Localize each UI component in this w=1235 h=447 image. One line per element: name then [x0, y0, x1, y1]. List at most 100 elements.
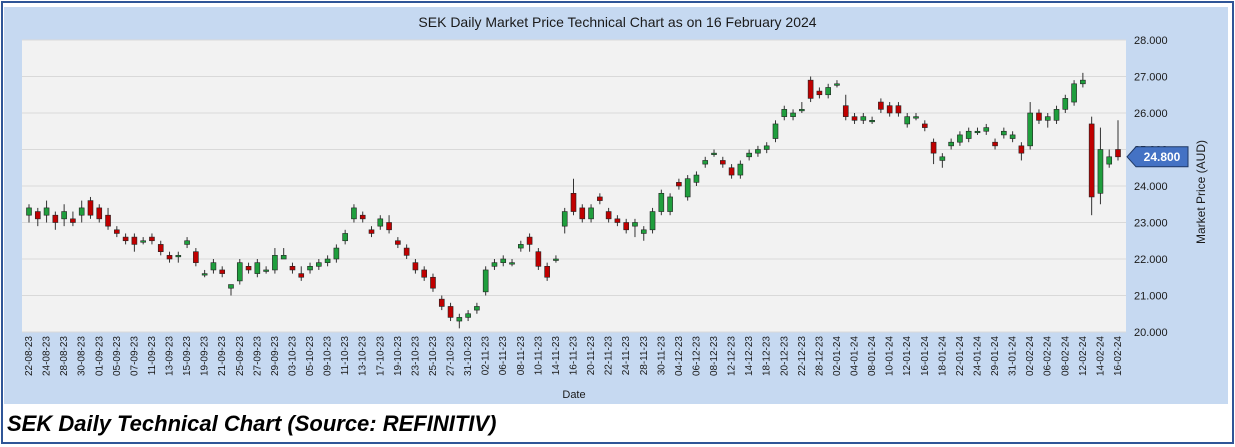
candle-body [140, 240, 146, 243]
y-tick-label: 28.000 [1134, 35, 1168, 47]
candle-body [807, 79, 814, 99]
candle-body [869, 120, 875, 123]
x-tick-label: 08-12-23 [709, 336, 720, 376]
x-tick-label: 05-10-23 [305, 336, 316, 376]
candle-body [105, 214, 111, 227]
candle-body [913, 116, 919, 119]
x-tick-label: 04-12-23 [674, 336, 685, 376]
candle-body [1106, 156, 1113, 165]
x-tick-label: 18-01-24 [937, 336, 948, 376]
candle-body [34, 211, 41, 220]
x-tick-label: 16-02-24 [1113, 336, 1124, 376]
last-price-label: 24.800 [1144, 150, 1181, 164]
x-tick-label: 16-11-23 [569, 336, 580, 376]
y-tick-label: 23.000 [1134, 218, 1168, 230]
candle-body [842, 105, 849, 117]
x-tick-label: 05-09-23 [112, 336, 123, 376]
x-axis-label: Date [562, 389, 585, 401]
candle-body [61, 211, 67, 220]
candle-body [702, 160, 709, 165]
y-tick-label: 21.000 [1134, 291, 1168, 303]
y-tick-label: 26.000 [1134, 108, 1168, 120]
x-tick-label: 28-11-23 [639, 336, 650, 376]
x-tick-label: 16-01-24 [920, 336, 931, 376]
candle-body [263, 269, 269, 272]
candle-body [280, 255, 287, 260]
candle-body [166, 255, 173, 260]
candle-body [588, 207, 594, 220]
candle-body [693, 174, 700, 183]
candle-body [289, 265, 296, 271]
candle-body [386, 222, 392, 231]
x-tick-label: 09-10-23 [323, 336, 334, 376]
y-axis-label: Market Price (AUD) [1194, 140, 1208, 244]
candle-body [236, 262, 243, 282]
candle-body [447, 306, 454, 318]
x-tick-label: 20-11-23 [586, 336, 597, 376]
candle-body [860, 116, 867, 121]
candle-body [52, 214, 59, 223]
candle-body [1044, 116, 1051, 121]
x-tick-label: 10-11-23 [533, 336, 544, 376]
x-tick-label: 28-08-23 [59, 336, 70, 376]
candle-body [509, 262, 515, 265]
x-tick-label: 20-12-23 [779, 336, 790, 376]
candle-body [131, 236, 138, 245]
x-tick-label: 31-10-23 [463, 336, 474, 376]
x-tick-label: 17-10-23 [375, 336, 386, 376]
candle-body [474, 306, 480, 311]
candle-body [184, 240, 190, 245]
x-tick-label: 13-10-23 [358, 336, 369, 376]
candle-body [772, 123, 779, 139]
x-tick-label: 14-11-23 [551, 336, 562, 376]
candle-body [96, 207, 103, 220]
x-tick-label: 21-09-23 [217, 336, 228, 376]
candle-body [482, 269, 489, 293]
y-tick-label: 22.000 [1134, 254, 1168, 266]
candle-body [368, 229, 375, 234]
candle-body [834, 83, 840, 86]
x-tick-label: 29-01-24 [990, 336, 1001, 376]
x-tick-label: 24-08-23 [42, 336, 53, 376]
candle-body [377, 218, 384, 227]
candle-body [895, 105, 902, 114]
x-tick-label: 03-10-23 [287, 336, 298, 376]
candle-body [684, 178, 691, 198]
candle-body [87, 200, 94, 216]
candle-body [579, 207, 586, 220]
x-tick-label: 31-01-24 [1008, 336, 1019, 376]
candle-body [316, 262, 322, 267]
last-price-tag [1126, 146, 1189, 168]
candle-body [921, 123, 928, 128]
x-tick-label: 22-11-23 [604, 336, 615, 376]
candle-body [561, 211, 568, 227]
candle-body [456, 317, 463, 322]
x-tick-label: 24-01-24 [972, 336, 983, 376]
candle-body [755, 149, 761, 154]
candle-body [632, 222, 638, 227]
x-tick-label: 11-10-23 [340, 336, 351, 376]
chart-caption: SEK Daily Technical Chart (Source: REFIN… [7, 411, 497, 436]
x-tick-label: 02-01-24 [832, 336, 843, 376]
candle-body [245, 265, 252, 271]
candle-body [781, 109, 788, 117]
candle-body [359, 214, 366, 220]
x-tick-label: 25-09-23 [235, 336, 246, 376]
candle-body [1001, 130, 1007, 136]
candle-body [1115, 149, 1121, 158]
candle-body [544, 265, 550, 278]
x-tick-label: 22-08-23 [24, 336, 35, 376]
candle-body [518, 244, 524, 249]
candle-body [658, 193, 665, 212]
candle-body [957, 134, 963, 143]
x-tick-label: 13-09-23 [165, 336, 176, 376]
candle-body [403, 247, 410, 256]
candle-body [1009, 134, 1016, 139]
candle-body [1018, 145, 1025, 154]
x-tick-label: 15-09-23 [182, 336, 193, 376]
candle-body [333, 247, 340, 260]
candle-body [878, 101, 884, 110]
candle-body [1036, 112, 1042, 121]
x-tick-label: 22-01-24 [955, 336, 966, 376]
